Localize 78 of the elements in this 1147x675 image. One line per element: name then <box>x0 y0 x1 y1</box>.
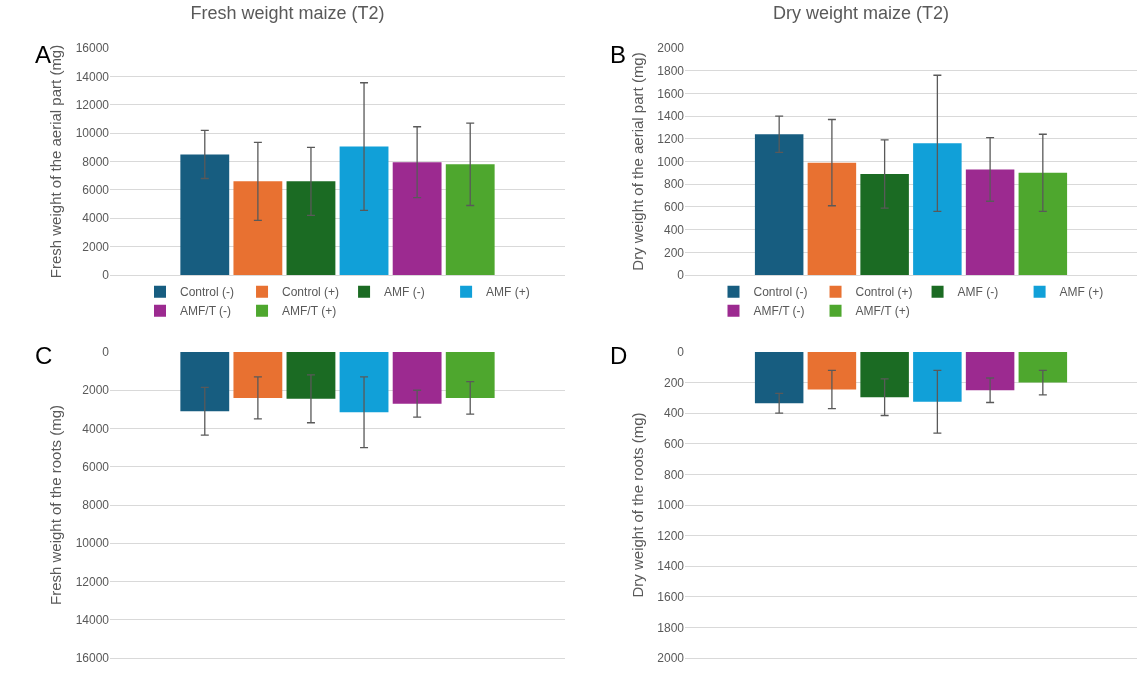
y-tick-label: 2000 <box>657 41 685 56</box>
bar <box>1018 172 1068 275</box>
y-tick-label: 1200 <box>657 528 685 543</box>
legend-label: AMF (-) <box>384 285 425 300</box>
y-tick-label: 12000 <box>75 574 110 589</box>
chart-title: Fresh weight maize (T2) <box>190 3 385 24</box>
y-tick-label: 800 <box>663 467 685 482</box>
legend-label: AMF/T (-) <box>753 304 805 319</box>
y-tick-label: 400 <box>663 222 685 237</box>
y-tick-label: 2000 <box>82 239 110 254</box>
bar <box>913 143 962 275</box>
text: D <box>610 342 628 369</box>
y-tick-label: 1000 <box>657 498 685 513</box>
bar <box>180 154 230 275</box>
legend-label: Control (+) <box>282 285 340 300</box>
bar <box>445 164 495 275</box>
y-tick-label: 16000 <box>75 651 110 666</box>
chart-title: Dry weight maize (T2) <box>772 3 950 24</box>
y-tick-label: 200 <box>663 245 685 260</box>
y-tick-label: 4000 <box>82 211 110 226</box>
y-axis-title: Dry weight of the roots (mg) <box>628 412 646 598</box>
legend-label: AMF/T (-) <box>180 304 232 319</box>
y-tick-label: 6000 <box>82 459 110 474</box>
y-tick-label: 14000 <box>75 612 110 627</box>
y-axis-title: Dry weight of the aerial part (mg) <box>628 52 646 271</box>
bar <box>860 352 909 398</box>
bar <box>339 146 389 275</box>
bar <box>1018 352 1068 383</box>
text: C <box>35 342 53 369</box>
bar <box>392 162 442 275</box>
legend-label: Control (+) <box>855 285 913 300</box>
y-tick-label: 8000 <box>82 154 110 169</box>
bar <box>860 173 909 275</box>
y-tick-label: 8000 <box>82 498 110 513</box>
bar <box>913 352 962 402</box>
y-tick-label: 14000 <box>75 69 110 84</box>
text: B <box>610 41 627 68</box>
legend-label: AMF/T (+) <box>855 304 910 319</box>
bar <box>286 181 336 275</box>
y-tick-label: 1600 <box>657 86 685 101</box>
bar <box>754 134 804 275</box>
bar <box>807 162 857 275</box>
y-tick-label: 10000 <box>75 536 110 551</box>
legend-label: AMF (-) <box>957 285 999 300</box>
y-axis-title: Fresh weight of the roots (mg) <box>46 404 64 606</box>
legend-label: AMF/T (+) <box>282 304 337 319</box>
y-tick-label: 16000 <box>75 41 110 56</box>
y-tick-label: 600 <box>663 200 685 215</box>
y-tick-label: 2000 <box>82 383 110 398</box>
y-tick-label: 400 <box>663 406 685 421</box>
y-tick-label: 4000 <box>82 421 110 436</box>
y-tick-label: 600 <box>663 437 685 451</box>
y-tick-label: 0 <box>677 268 685 283</box>
y-tick-label: 1800 <box>657 63 685 78</box>
y-tick-label: 1600 <box>657 590 685 604</box>
y-tick-label: 2000 <box>657 651 685 666</box>
bar <box>754 352 804 404</box>
y-tick-label: 800 <box>663 177 685 192</box>
legend-label: AMF (+) <box>1059 285 1104 300</box>
y-tick-label: 6000 <box>82 183 110 198</box>
legend-label: Control (-) <box>180 285 235 300</box>
y-tick-label: 1000 <box>657 154 685 169</box>
y-tick-label: 0 <box>102 268 110 283</box>
y-tick-label: 1200 <box>657 132 685 146</box>
y-tick-label: 0 <box>102 345 110 360</box>
y-tick-label: 10000 <box>75 126 110 141</box>
bar <box>233 181 283 275</box>
legend-label: AMF (+) <box>486 285 530 300</box>
bar <box>807 352 857 390</box>
y-tick-label: 200 <box>663 375 685 390</box>
y-tick-label: 12000 <box>75 97 110 112</box>
y-tick-label: 1400 <box>657 559 685 574</box>
legend-label: Control (-) <box>753 285 808 300</box>
bar <box>965 169 1015 275</box>
y-tick-label: 1800 <box>657 620 685 635</box>
y-tick-label: 0 <box>677 345 685 360</box>
y-tick-label: 1400 <box>657 109 685 124</box>
bar <box>965 352 1015 391</box>
